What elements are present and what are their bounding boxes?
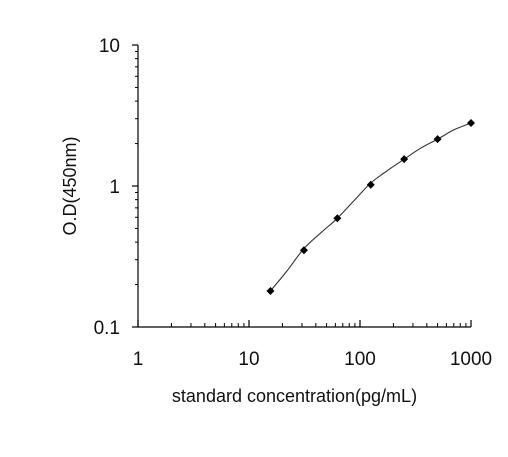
x-tick-label: 10 [238, 349, 259, 370]
data-point-marker [400, 155, 409, 164]
data-point-marker [299, 246, 308, 255]
x-tick-label: 1 [133, 349, 144, 370]
data-point-marker [467, 118, 475, 127]
data-point-marker [266, 287, 275, 296]
y-tick-label: 1 [109, 177, 120, 198]
fit-curve-layer [269, 122, 472, 292]
x-axis-label: standard concentration(pg/mL) [172, 386, 417, 406]
y-axis-ticks: 0.1 1 10 [94, 36, 138, 339]
axes [137, 45, 471, 328]
data-point-marker [366, 180, 375, 189]
y-axis-label: O.D(450nm) [60, 136, 80, 235]
fit-curve-line [269, 122, 472, 292]
data-point-marker [333, 214, 342, 223]
x-tick-label: 1000 [450, 349, 492, 370]
y-tick-label: 10 [99, 36, 120, 57]
x-tick-label: 100 [344, 349, 376, 370]
y-tick-label: 0.1 [94, 318, 120, 339]
data-points [266, 118, 475, 296]
data-point-marker [433, 135, 442, 144]
x-axis-ticks: 1 10 100 1000 [133, 320, 492, 370]
